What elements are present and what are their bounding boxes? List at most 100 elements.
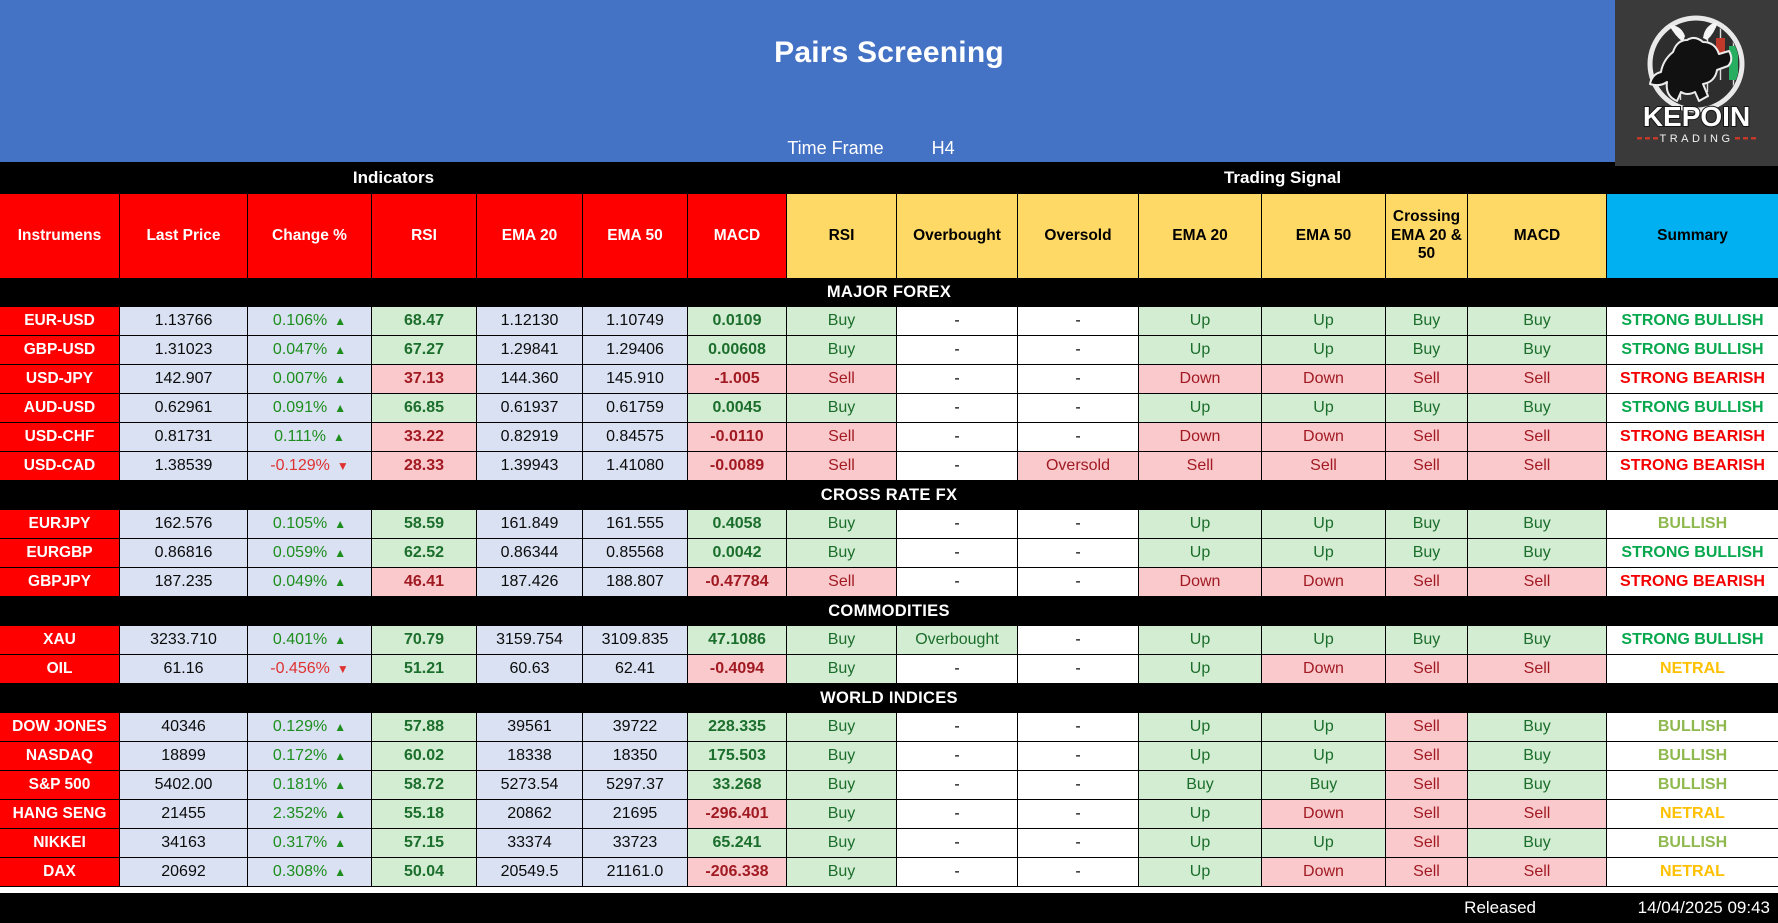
cell-macd-signal: Sell — [1468, 365, 1607, 394]
cell-ema50-value: 39722 — [583, 713, 688, 742]
cell-ema20-signal: Up — [1139, 713, 1262, 742]
cell-oversold: - — [1018, 510, 1139, 539]
cell-summary: STRONG BEARISH — [1607, 423, 1778, 452]
logo-sub-text: TRADING — [1660, 133, 1734, 145]
cell-overbought: - — [897, 655, 1018, 684]
brand-logo: KEPOIN TRADING — [1615, 0, 1778, 166]
cell-ema20-signal: Down — [1139, 568, 1262, 597]
col-macd-value: MACD — [688, 194, 787, 278]
cell-ema20-value: 0.61937 — [477, 394, 583, 423]
cell-rsi-signal: Buy — [787, 336, 897, 365]
change-up-icon: ▲ — [334, 836, 347, 850]
cell-last-price: 1.38539 — [120, 452, 248, 481]
cell-change: 0.111% ▲ — [248, 423, 372, 452]
cell-macd-value: -206.338 — [688, 858, 787, 887]
cell-crossing-signal: Sell — [1386, 858, 1468, 887]
cell-summary: BULLISH — [1607, 510, 1778, 539]
cell-ema50-value: 1.29406 — [583, 336, 688, 365]
table-group-band: Indicators Trading Signal — [0, 162, 1778, 194]
section-header-cross-rate-fx: CROSS RATE FX — [0, 481, 1778, 510]
change-up-icon: ▲ — [334, 633, 347, 647]
cell-macd-value: 0.0045 — [688, 394, 787, 423]
cell-ema50-value: 3109.835 — [583, 626, 688, 655]
banner: Pairs Screening Time Frame H4 — [0, 0, 1778, 166]
change-value: -0.129% — [270, 457, 330, 474]
time-frame: Time Frame H4 — [0, 138, 1760, 159]
cell-ema20-value: 144.360 — [477, 365, 583, 394]
change-value: 0.105% — [272, 515, 328, 532]
cell-last-price: 21455 — [120, 800, 248, 829]
cell-ema50-value: 1.41080 — [583, 452, 688, 481]
cell-ema50-signal: Down — [1262, 568, 1386, 597]
row-eurjpy: EURJPY 162.576 0.105% ▲ 58.59 161.849 161.555 0… — [0, 510, 1778, 539]
change-up-icon: ▲ — [334, 546, 347, 560]
cell-rsi-signal: Buy — [787, 626, 897, 655]
row-aud-usd: AUD-USD 0.62961 0.091% ▲ 66.85 0.61937 0.61759… — [0, 394, 1778, 423]
cell-macd-signal: Buy — [1468, 713, 1607, 742]
change-up-icon: ▲ — [334, 749, 347, 763]
cell-last-price: 0.81731 — [120, 423, 248, 452]
cell-ema50-signal: Up — [1262, 742, 1386, 771]
cell-ema50-signal: Up — [1262, 394, 1386, 423]
cell-instrument: OIL — [0, 655, 120, 684]
cell-rsi-value: 60.02 — [372, 742, 477, 771]
cell-summary: NETRAL — [1607, 655, 1778, 684]
cell-crossing-signal: Sell — [1386, 655, 1468, 684]
row-xau: XAU 3233.710 0.401% ▲ 70.79 3159.754 3109.835 4… — [0, 626, 1778, 655]
cell-macd-value: -0.4094 — [688, 655, 787, 684]
change-value: 2.352% — [272, 805, 328, 822]
cell-macd-signal: Sell — [1468, 655, 1607, 684]
col-ema50-value: EMA 50 — [583, 194, 688, 278]
change-value: 0.317% — [272, 834, 328, 851]
cell-macd-value: 33.268 — [688, 771, 787, 800]
cell-macd-signal: Buy — [1468, 336, 1607, 365]
cell-last-price: 20692 — [120, 858, 248, 887]
cell-macd-signal: Buy — [1468, 829, 1607, 858]
cell-ema20-value: 18338 — [477, 742, 583, 771]
cell-oversold: - — [1018, 539, 1139, 568]
cell-oversold: - — [1018, 655, 1139, 684]
cell-macd-signal: Buy — [1468, 307, 1607, 336]
cell-rsi-value: 68.47 — [372, 307, 477, 336]
cell-rsi-value: 58.72 — [372, 771, 477, 800]
cell-last-price: 40346 — [120, 713, 248, 742]
cell-ema20-signal: Up — [1139, 858, 1262, 887]
cell-overbought: - — [897, 365, 1018, 394]
cell-rsi-value: 28.33 — [372, 452, 477, 481]
cell-crossing-signal: Sell — [1386, 568, 1468, 597]
cell-overbought: - — [897, 539, 1018, 568]
cell-summary: STRONG BULLISH — [1607, 336, 1778, 365]
cell-ema50-value: 0.61759 — [583, 394, 688, 423]
cell-rsi-signal: Buy — [787, 858, 897, 887]
cell-ema20-value: 3159.754 — [477, 626, 583, 655]
cell-macd-value: 228.335 — [688, 713, 787, 742]
cell-ema20-value: 20549.5 — [477, 858, 583, 887]
cell-ema20-signal: Up — [1139, 800, 1262, 829]
cell-rsi-signal: Buy — [787, 742, 897, 771]
section-header-major-forex: MAJOR FOREX — [0, 278, 1778, 307]
row-eur-usd: EUR-USD 1.13766 0.106% ▲ 68.47 1.12130 1.10749… — [0, 307, 1778, 336]
cell-macd-value: 0.00608 — [688, 336, 787, 365]
cell-last-price: 142.907 — [120, 365, 248, 394]
cell-summary: STRONG BEARISH — [1607, 452, 1778, 481]
cell-overbought: Overbought — [897, 626, 1018, 655]
cell-rsi-value: 46.41 — [372, 568, 477, 597]
cell-macd-value: 0.0109 — [688, 307, 787, 336]
cell-last-price: 1.13766 — [120, 307, 248, 336]
row-dax: DAX 20692 0.308% ▲ 50.04 20549.5 21161.0 -206.3… — [0, 858, 1778, 887]
cell-ema20-value: 39561 — [477, 713, 583, 742]
cell-instrument: GBP-USD — [0, 336, 120, 365]
cell-ema50-value: 145.910 — [583, 365, 688, 394]
col-overbought: Overbought — [897, 194, 1018, 278]
cell-rsi-signal: Buy — [787, 539, 897, 568]
bottom-gap — [0, 887, 1778, 893]
row-nikkei: NIKKEI 34163 0.317% ▲ 57.15 33374 33723 65.241 B… — [0, 829, 1778, 858]
logo-brand-text: KEPOIN — [1643, 101, 1750, 132]
cell-change: 0.317% ▲ — [248, 829, 372, 858]
cell-macd-signal: Sell — [1468, 800, 1607, 829]
col-instrumens: Instrumens — [0, 194, 120, 278]
change-up-icon: ▲ — [334, 401, 347, 415]
change-up-icon: ▲ — [334, 372, 347, 386]
cell-crossing-signal: Sell — [1386, 771, 1468, 800]
